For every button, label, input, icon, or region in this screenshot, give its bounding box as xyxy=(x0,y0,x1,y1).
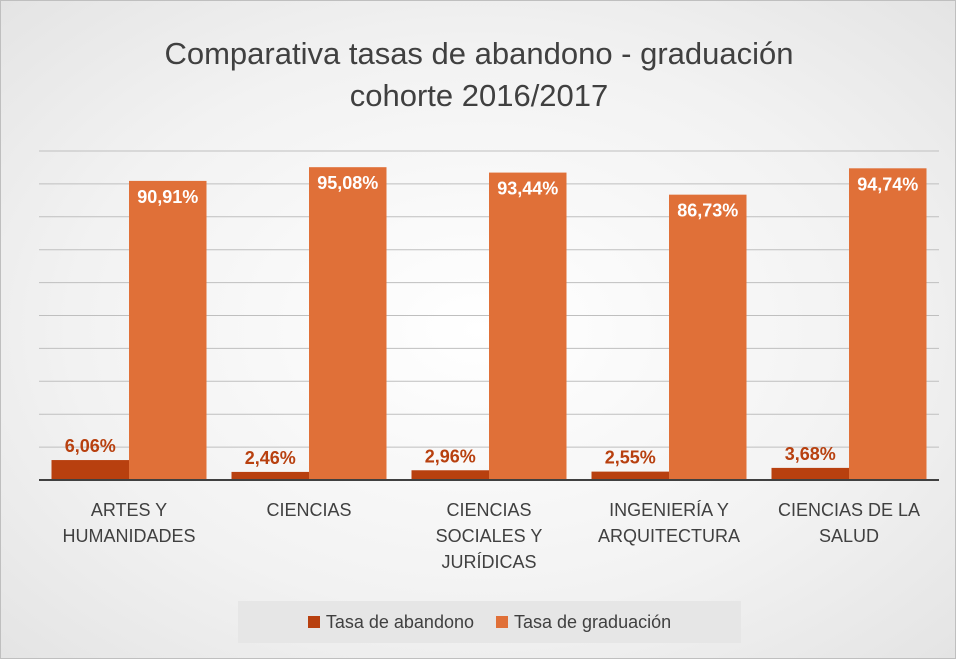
data-label: 95,08% xyxy=(317,173,378,193)
bar xyxy=(771,467,849,480)
data-label: 2,96% xyxy=(425,446,476,466)
data-label: 93,44% xyxy=(497,179,558,199)
x-tick-label: INGENIERÍA Y ARQUITECTURA xyxy=(597,500,740,546)
legend-item: Tasa de abandono xyxy=(307,611,474,633)
data-label: 6,06% xyxy=(65,436,116,456)
x-tick-label: CIENCIAS DE LA SALUD xyxy=(777,500,921,546)
data-label: 2,46% xyxy=(245,448,296,468)
x-tick-label: CIENCIAS xyxy=(266,500,352,520)
bar xyxy=(309,167,387,480)
data-label: 94,74% xyxy=(857,174,918,194)
bar xyxy=(129,180,207,480)
legend-swatch xyxy=(496,616,508,628)
legend-label: Tasa de abandono xyxy=(325,611,474,632)
legend-swatch xyxy=(307,616,320,628)
data-label: 3,68% xyxy=(785,444,836,464)
legend-label: Tasa de graduación xyxy=(514,611,672,632)
x-tick-label: ARTES Y HUMANIDADES xyxy=(62,500,196,546)
bar xyxy=(411,470,489,480)
x-tick-label: CIENCIAS SOCIALES Y JURÍDICAS xyxy=(435,500,543,572)
chart-title: Comparativa tasas de abandono - graduaci… xyxy=(164,36,794,113)
bar xyxy=(231,471,309,480)
bar xyxy=(849,168,927,480)
bar xyxy=(669,194,747,480)
legend: Tasa de abandono Tasa de graduación xyxy=(238,601,741,643)
data-label: 90,91% xyxy=(137,187,198,207)
bar xyxy=(489,172,567,480)
bar xyxy=(51,460,129,480)
data-label: 2,55% xyxy=(605,448,656,468)
data-label: 86,73% xyxy=(677,201,738,221)
legend-item: Tasa de graduación xyxy=(496,612,671,633)
bar xyxy=(591,471,669,480)
